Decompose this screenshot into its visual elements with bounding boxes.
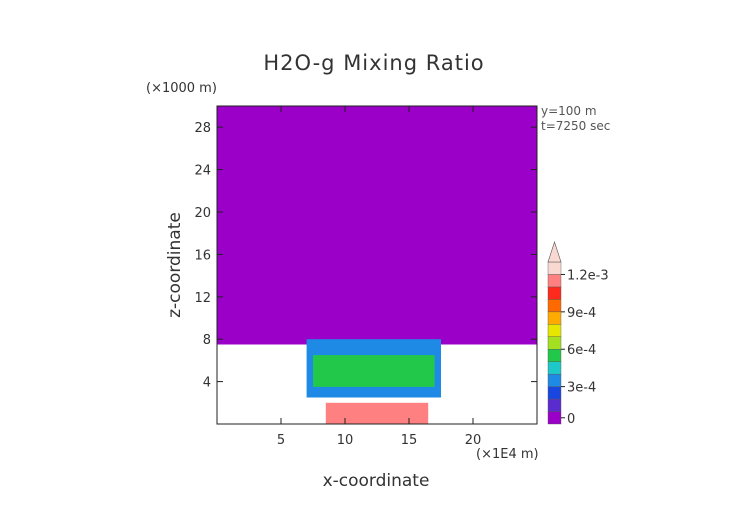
y-tick-label: 4 [203, 376, 211, 391]
colorbar-segment [547, 311, 562, 325]
chart-title: H2O-g Mixing Ratio [263, 51, 484, 75]
y-tick-label: 12 [194, 291, 211, 306]
mixing-ratio-field [217, 106, 537, 424]
colorbar-segment [547, 411, 562, 425]
colorbar-tick-label: 3e-4 [567, 381, 596, 396]
y-axis-label: z-coordinate [165, 212, 185, 318]
colorbar-segment [547, 349, 562, 362]
colorbar-segment [547, 286, 562, 300]
colorbar-segment [547, 261, 562, 275]
y-axis: 4 8 12 16 20 24 28 [194, 121, 537, 391]
plot-frame [216, 105, 538, 425]
colorbar-extend-arrow [547, 241, 562, 263]
colorbar-tick-label: 1.2e-3 [567, 268, 609, 283]
annotation-t: t=7250 sec [541, 119, 610, 133]
colorbar: 0 3e-4 6e-4 9e-4 1.2e-3 [547, 241, 609, 427]
x-tick-label: 20 [465, 433, 482, 448]
x-tick-label: 10 [337, 433, 354, 448]
colorbar-tick-label: 6e-4 [567, 343, 596, 358]
colorbar-segment [547, 398, 562, 412]
colorbar-tick-label: 0 [567, 412, 575, 427]
x-axis-label: x-coordinate [323, 471, 430, 491]
y-tick-label: 28 [194, 121, 211, 136]
colorbar-segment [547, 324, 562, 337]
colorbar-segment [547, 361, 562, 375]
colorbar-segment [547, 373, 562, 387]
x-tick-label: 15 [401, 433, 418, 448]
field-region-3 [325, 402, 429, 424]
y-tick-label: 8 [203, 333, 211, 348]
y-tick-label: 20 [194, 206, 211, 221]
colorbar-segment [547, 386, 562, 400]
annotation-y: y=100 m [541, 104, 597, 118]
y-tick-label: 16 [194, 248, 211, 263]
field-region-0 [217, 106, 537, 345]
y-tick-label: 24 [194, 164, 211, 179]
y-unit-label: (×1000 m) [146, 81, 217, 96]
x-tick-label: 5 [277, 433, 285, 448]
field-region-2 [313, 355, 435, 387]
colorbar-segment [547, 299, 562, 313]
colorbar-segment [547, 274, 562, 288]
x-unit-label: (×1E4 m) [476, 447, 539, 462]
x-axis: 5 10 15 20 [277, 106, 481, 448]
colorbar-tick-label: 9e-4 [567, 306, 596, 321]
colorbar-segment [547, 336, 562, 350]
